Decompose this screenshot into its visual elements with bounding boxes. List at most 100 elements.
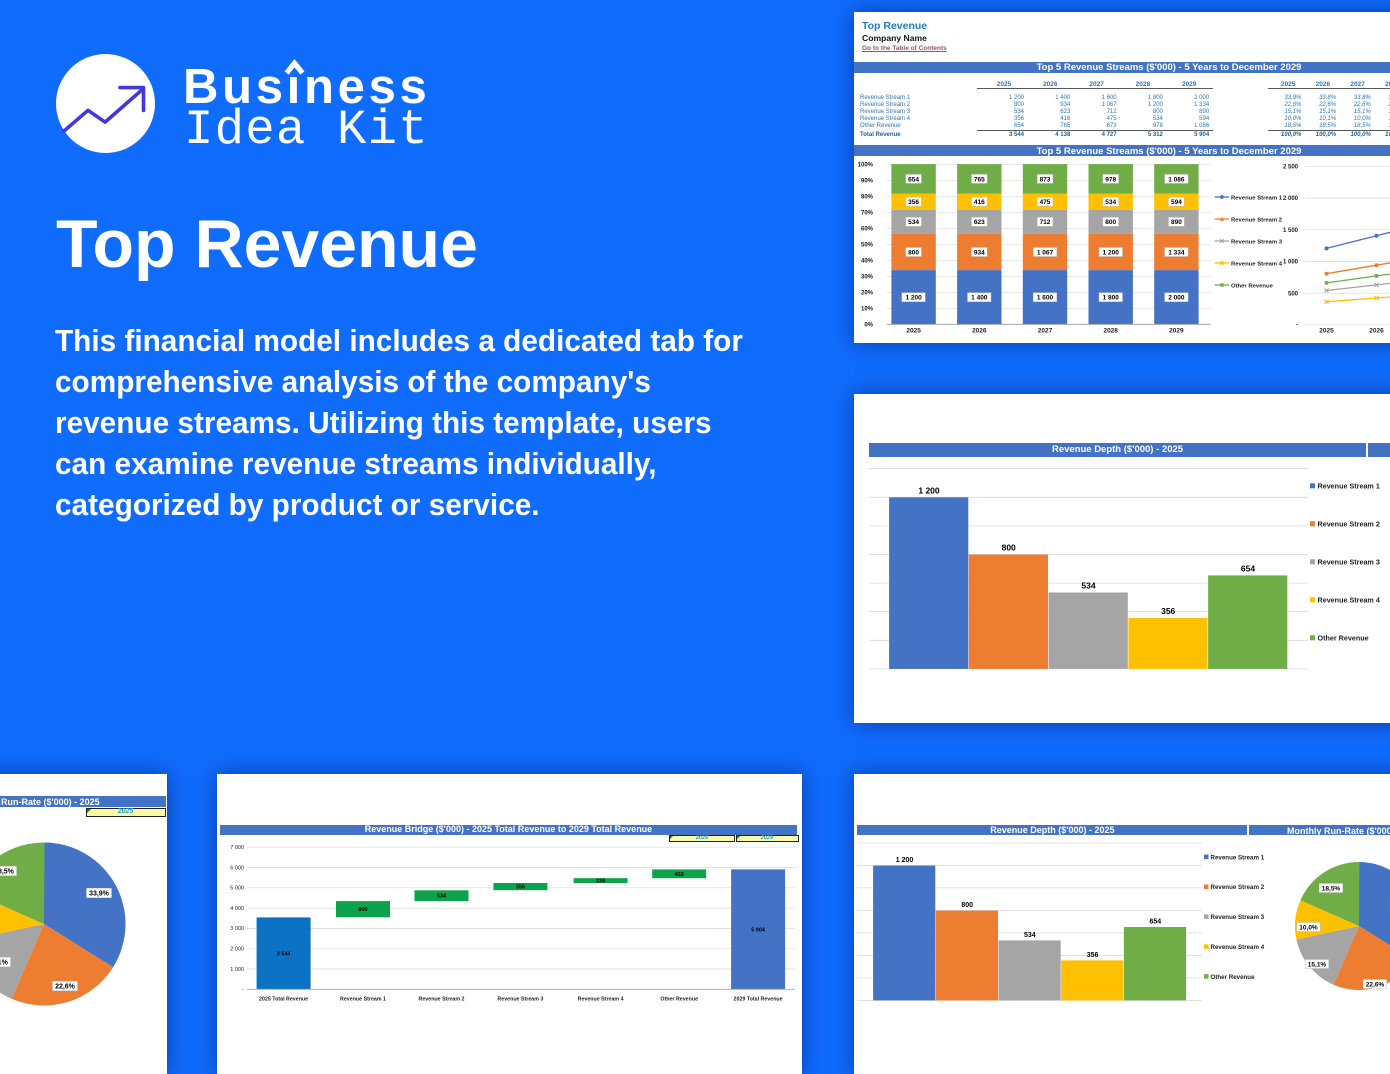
- svg-text:765: 765: [974, 176, 985, 183]
- svg-text:2 000: 2 000: [1168, 295, 1185, 302]
- svg-text:934: 934: [974, 249, 985, 256]
- svg-text:Revenue Stream 4: Revenue Stream 4: [578, 997, 624, 1003]
- svg-text:534: 534: [437, 894, 447, 900]
- svg-text:0%: 0%: [864, 323, 873, 329]
- svg-text:2029: 2029: [1169, 328, 1184, 335]
- svg-text:2027: 2027: [1038, 328, 1053, 335]
- svg-text:30%: 30%: [861, 275, 874, 281]
- svg-text:873: 873: [1040, 176, 1051, 183]
- svg-text:Revenue Stream 4: Revenue Stream 4: [1211, 944, 1265, 951]
- svg-text:Revenue Stream 2: Revenue Stream 2: [1211, 884, 1265, 891]
- svg-text:-: -: [242, 987, 244, 993]
- svg-text:70%: 70%: [861, 211, 874, 217]
- svg-text:2 000: 2 000: [1283, 196, 1299, 202]
- svg-text:3 544: 3 544: [277, 951, 292, 957]
- svg-text:800: 800: [961, 902, 973, 909]
- svg-text:2028: 2028: [1103, 328, 1118, 335]
- svg-text:Other Revenue: Other Revenue: [1231, 283, 1274, 289]
- svg-text:3 000: 3 000: [230, 926, 244, 932]
- svg-text:Revenue Stream 1: Revenue Stream 1: [1231, 195, 1283, 201]
- svg-text:2026: 2026: [972, 328, 987, 335]
- svg-text:Other Revenue: Other Revenue: [1318, 634, 1369, 643]
- svg-text:356: 356: [1161, 606, 1175, 616]
- svg-text:Revenue Stream 1: Revenue Stream 1: [340, 997, 386, 1003]
- svg-text:2025: 2025: [906, 328, 921, 335]
- svg-text:416: 416: [974, 199, 985, 206]
- svg-text:654: 654: [908, 176, 919, 183]
- svg-text:Revenue Stream 2: Revenue Stream 2: [419, 997, 465, 1003]
- svg-text:Revenue Stream 4: Revenue Stream 4: [1231, 261, 1283, 267]
- svg-text:356: 356: [516, 885, 525, 891]
- svg-text:2025: 2025: [1319, 328, 1334, 335]
- svg-text:Other Revenue: Other Revenue: [1211, 974, 1256, 981]
- svg-text:1 400: 1 400: [971, 295, 988, 302]
- svg-text:5 000: 5 000: [230, 886, 244, 892]
- svg-text:800: 800: [908, 249, 919, 256]
- svg-text:15,1%: 15,1%: [1308, 961, 1327, 968]
- svg-text:475: 475: [1040, 199, 1051, 206]
- svg-text:Revenue Stream 3: Revenue Stream 3: [497, 997, 543, 1003]
- svg-text:978: 978: [1105, 176, 1116, 183]
- svg-text:534: 534: [908, 219, 919, 226]
- svg-text:50%: 50%: [861, 243, 874, 249]
- svg-text:1 200: 1 200: [918, 485, 940, 495]
- svg-text:800: 800: [1002, 543, 1016, 553]
- svg-text:Revenue Stream 1: Revenue Stream 1: [1318, 482, 1380, 491]
- svg-text:Revenue Stream 3: Revenue Stream 3: [1318, 558, 1380, 567]
- svg-text:1 200: 1 200: [1103, 249, 1120, 256]
- svg-text:22,6%: 22,6%: [55, 984, 76, 991]
- svg-text:Other Revenue: Other Revenue: [660, 997, 698, 1003]
- svg-text:22,6%: 22,6%: [1366, 981, 1385, 988]
- svg-text:1 000: 1 000: [1283, 260, 1299, 266]
- svg-text:10,0%: 10,0%: [1299, 924, 1318, 931]
- svg-text:800: 800: [358, 907, 367, 913]
- svg-text:100%: 100%: [858, 163, 874, 169]
- svg-text:60%: 60%: [861, 227, 874, 233]
- svg-text:33,9%: 33,9%: [89, 891, 110, 898]
- svg-text:1 500: 1 500: [1283, 228, 1299, 234]
- svg-text:432: 432: [675, 872, 684, 878]
- svg-text:2029 Total Revenue: 2029 Total Revenue: [734, 997, 783, 1003]
- svg-text:6 000: 6 000: [230, 865, 244, 871]
- svg-text:Revenue Stream 3: Revenue Stream 3: [1211, 914, 1265, 921]
- svg-text:534: 534: [1105, 199, 1116, 206]
- svg-text:7 000: 7 000: [230, 845, 244, 851]
- svg-text:1 334: 1 334: [1168, 249, 1185, 256]
- svg-text:1 067: 1 067: [1037, 249, 1054, 256]
- svg-text:Revenue Stream 1: Revenue Stream 1: [1211, 854, 1265, 861]
- svg-text:18,5%: 18,5%: [1322, 885, 1341, 892]
- svg-text:2025 Total Revenue: 2025 Total Revenue: [259, 997, 308, 1003]
- svg-text:4 000: 4 000: [230, 906, 244, 912]
- svg-text:10%: 10%: [861, 307, 874, 313]
- svg-text:18,5%: 18,5%: [0, 869, 15, 876]
- svg-text:40%: 40%: [861, 259, 874, 265]
- svg-text:1 600: 1 600: [1037, 295, 1054, 302]
- svg-text:90%: 90%: [861, 179, 874, 185]
- svg-text:15,1%: 15,1%: [0, 960, 9, 967]
- svg-text:2 500: 2 500: [1283, 165, 1299, 171]
- svg-text:712: 712: [1040, 219, 1051, 226]
- svg-text:890: 890: [1171, 219, 1182, 226]
- svg-text:500: 500: [1288, 291, 1299, 297]
- svg-text:Revenue Stream 3: Revenue Stream 3: [1231, 239, 1283, 245]
- svg-text:623: 623: [974, 219, 985, 226]
- svg-text:Revenue Stream 2: Revenue Stream 2: [1231, 217, 1283, 223]
- svg-text:654: 654: [1241, 563, 1255, 573]
- svg-text:2 000: 2 000: [230, 947, 244, 953]
- svg-text:20%: 20%: [861, 291, 874, 297]
- svg-text:-: -: [1296, 323, 1298, 329]
- svg-text:80%: 80%: [861, 195, 874, 201]
- svg-text:1 200: 1 200: [905, 295, 922, 302]
- svg-text:2026: 2026: [1369, 328, 1384, 335]
- svg-text:1 800: 1 800: [1103, 295, 1120, 302]
- svg-text:238: 238: [596, 879, 605, 885]
- svg-text:534: 534: [1081, 581, 1095, 591]
- svg-text:800: 800: [1105, 219, 1116, 226]
- svg-text:Revenue Stream 4: Revenue Stream 4: [1318, 596, 1380, 605]
- svg-text:1 000: 1 000: [230, 967, 244, 973]
- svg-text:Revenue Stream 2: Revenue Stream 2: [1318, 520, 1380, 529]
- svg-text:5 904: 5 904: [751, 927, 766, 933]
- svg-text:654: 654: [1149, 919, 1161, 926]
- svg-text:594: 594: [1171, 199, 1182, 206]
- svg-text:1 200: 1 200: [896, 857, 914, 864]
